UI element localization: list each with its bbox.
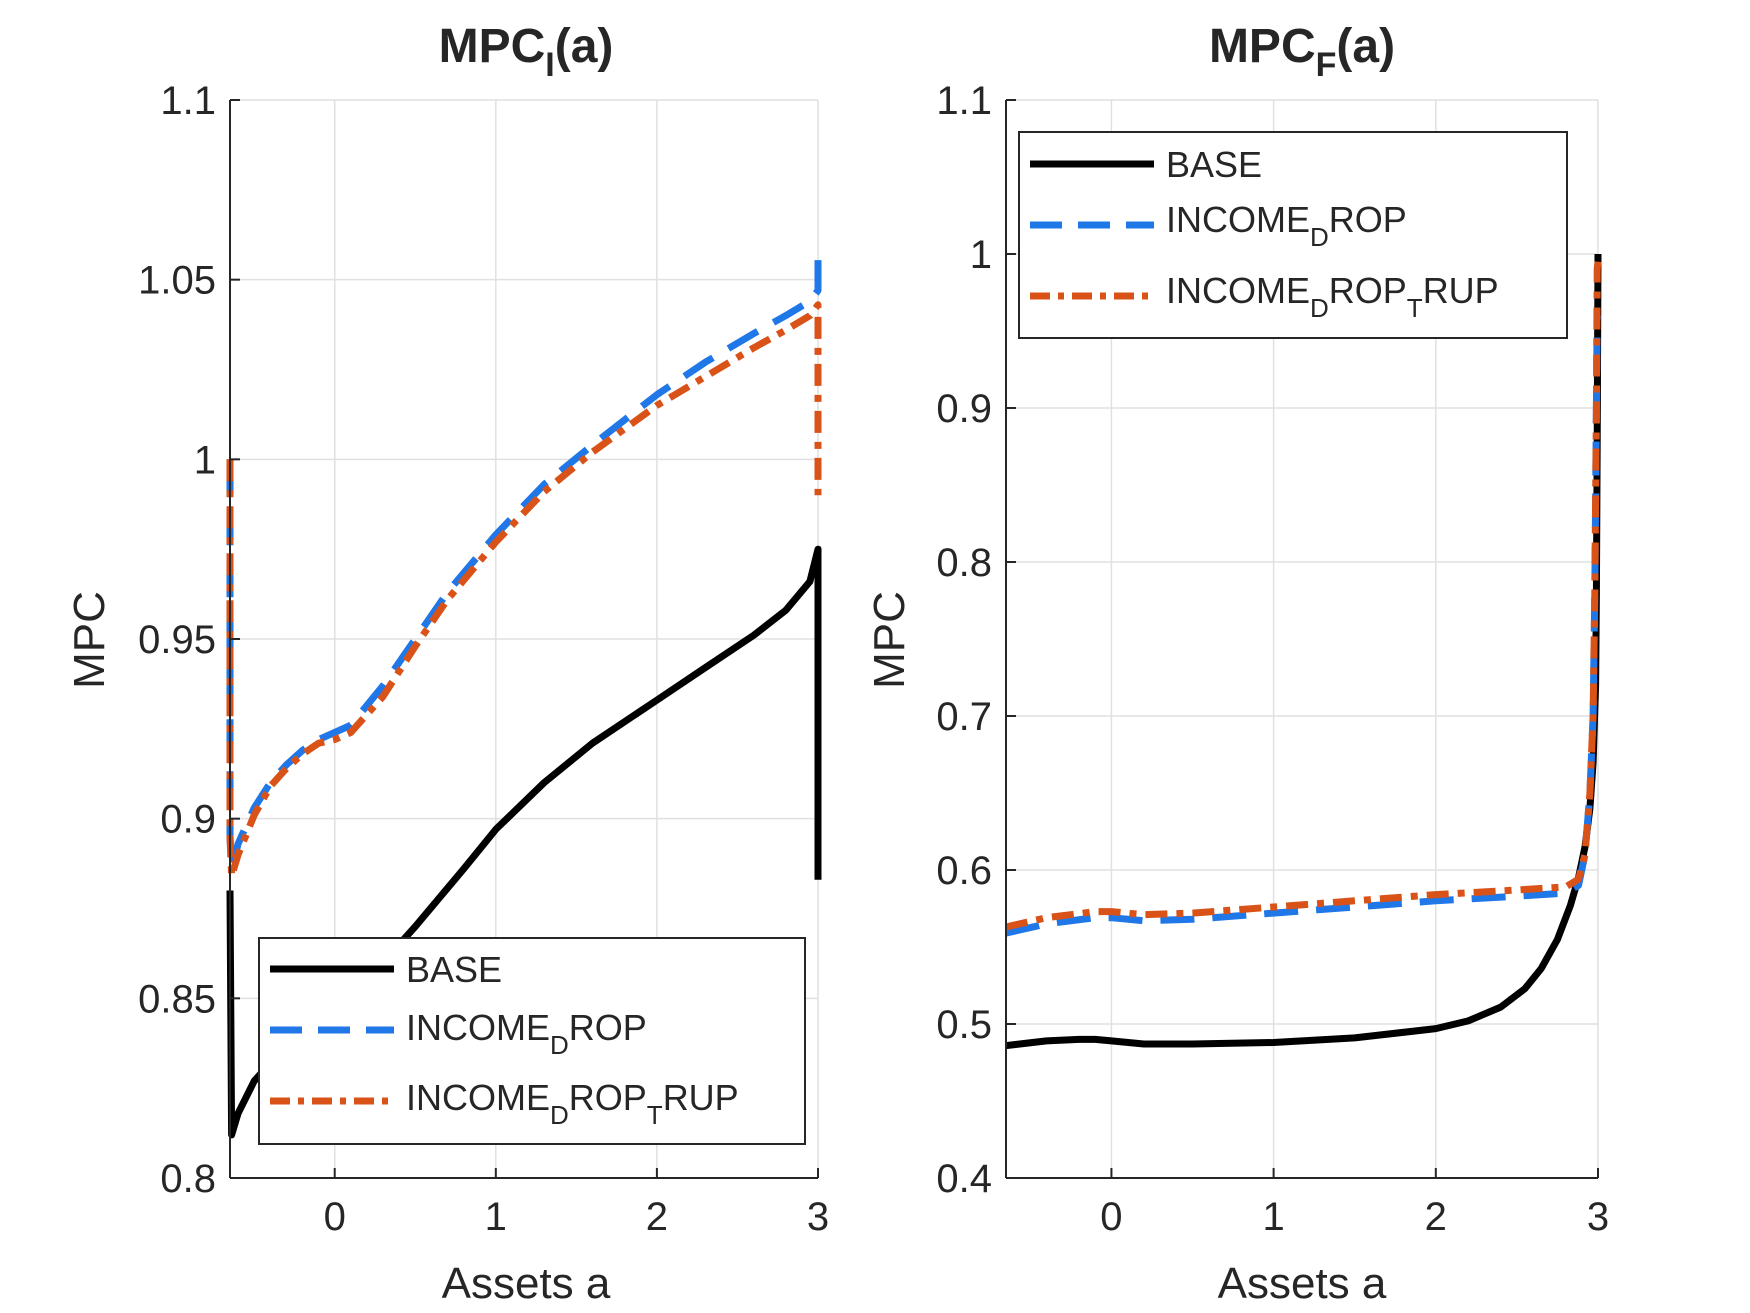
subplot-1-xtick-label-1: 1 (485, 1195, 507, 1239)
subplot-2-series (1005, 253, 1602, 1050)
subplot-2-xtick-label-0: 0 (1100, 1195, 1122, 1239)
subplot-1-title-tail: (a) (555, 20, 614, 73)
subplot-2-xtick-label-2: 2 (1425, 1195, 1447, 1239)
subplot-2-title-main: MPC (1209, 20, 1316, 73)
subplot-1-title: MPCI(a) (439, 20, 614, 84)
subplot-2-ytick-label-2: 0.6 (936, 849, 992, 893)
subplot-1-legend-label-base: BASE (406, 949, 502, 990)
subplot-2-ytick-label-3: 0.7 (936, 695, 992, 739)
subplot-2-series-line-1 (1005, 312, 1601, 937)
subplot-2-xtick-label-3: 3 (1587, 1195, 1609, 1239)
subplot-1-xtick-label-3: 3 (807, 1195, 829, 1239)
subplot-2-title-tail: (a) (1336, 20, 1395, 73)
subplot-2: 0 1 2 30.40.50.60.70.80.911.1 MPCF(a) Asset… (865, 20, 1609, 1308)
subplot-2-ytick-label-5: 0.9 (936, 387, 992, 431)
subplot-2-xtick-label-1: 1 (1262, 1195, 1284, 1239)
subplot-2-ytick-label-6: 1 (970, 233, 992, 277)
subplot-1-ytick-label-3: 0.95 (138, 618, 216, 662)
subplot-1-legend-label-income-drop-trup: INCOMEDROPTRUP (406, 1077, 739, 1130)
subplot-2-series-line-2 (1005, 261, 1602, 931)
subplot-1-title-main: MPC (439, 20, 546, 73)
subplot-1-ytick-label-0: 0.8 (160, 1157, 216, 1201)
subplot-1-ytick-label-6: 1.1 (160, 79, 216, 123)
subplot-1-series-line-2 (226, 301, 822, 880)
subplot-2-xlabel: Assets a (1218, 1259, 1387, 1308)
subplot-2-title: MPCF(a) (1209, 20, 1395, 84)
subplot-2-ticks: 0 1 2 3 0.4 0.5 0.6 0.7 0.8 0.9 1 1.1 (936, 79, 1609, 1239)
subplot-1-xtick-label-0: 0 (324, 1195, 346, 1239)
subplot-2-ytick-label-4: 0.8 (936, 541, 992, 585)
subplot-1-xtick-label-2: 2 (646, 1195, 668, 1239)
subplot-2-ytick-label-7: 1.1 (936, 79, 992, 123)
subplot-1-ytick-label-5: 1.05 (138, 259, 216, 303)
subplot-2-title-sub: F (1316, 46, 1337, 84)
subplot-1-ytick-label-1: 0.85 (138, 977, 216, 1021)
subplot-1-xlabel: Assets a (442, 1259, 611, 1308)
subplot-1-title-sub: I (545, 46, 554, 84)
subplot-1-ytick-label-2: 0.9 (160, 798, 216, 842)
subplot-1-grid (230, 99, 819, 1179)
subplot-2-legend-label-base: BASE (1166, 144, 1262, 185)
subplot-2-legend-label-income-drop: INCOMEDROP (1166, 199, 1407, 252)
subplot-1-legend-label-income-drop: INCOMEDROP (406, 1007, 647, 1060)
subplot-2-ytick-label-0: 0.4 (936, 1157, 992, 1201)
subplot-1-legend: BASE INCOMEDROP INCOMEDROPTRUP (258, 937, 806, 1145)
subplot-1-ytick-label-4: 1 (194, 438, 216, 482)
subplot-2-axes (1005, 100, 1598, 1179)
subplot-2-legend-label-income-drop-trup: INCOMEDROPTRUP (1166, 270, 1499, 323)
subplot-2-ylabel: MPC (865, 591, 914, 689)
subplot-2-legend: BASE INCOMEDROP INCOMEDROPTRUP (1018, 131, 1568, 339)
subplot-2-ytick-label-1: 0.5 (936, 1003, 992, 1047)
subplot-1-ticks: 0 1 2 3 0.8 0.85 0.9 0.95 1 1.05 1.1 (138, 79, 829, 1239)
subplot-1-ylabel: MPC (65, 591, 114, 689)
